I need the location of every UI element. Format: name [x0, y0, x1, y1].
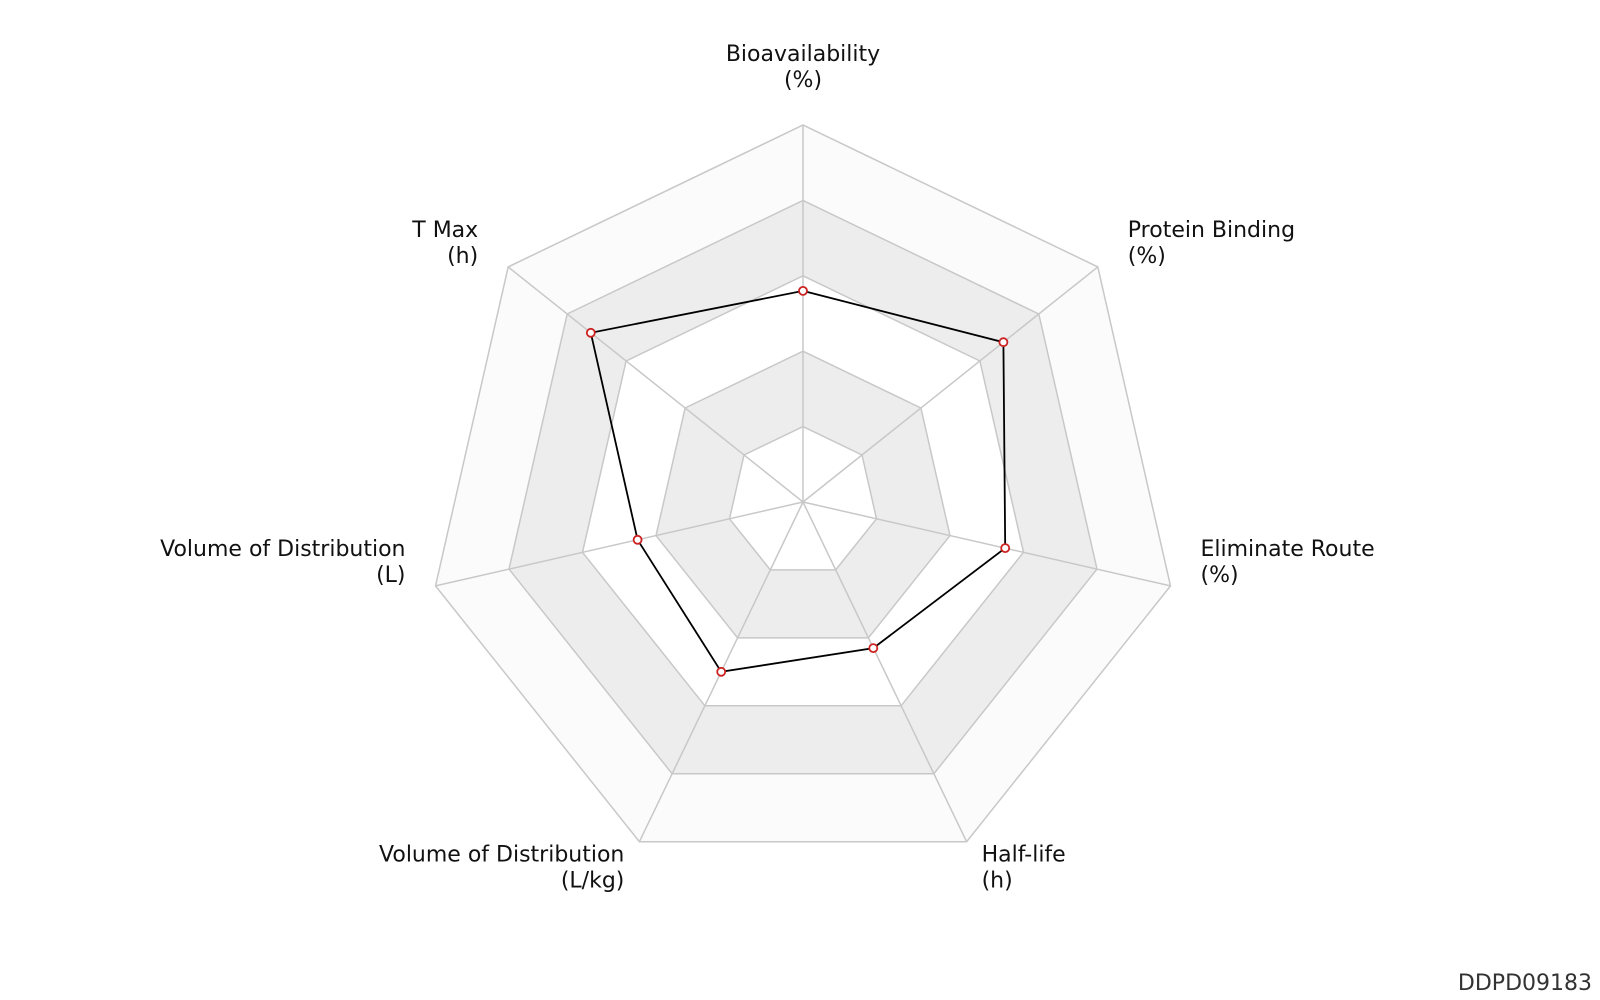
axis-spoke-2: [802, 501, 1171, 587]
axis-unit-2: (%): [1201, 563, 1239, 588]
axis-unit-4: (L/kg): [561, 869, 625, 894]
axis-label-4: Volume of Distribution: [379, 843, 624, 868]
axis-unit-6: (h): [447, 244, 478, 269]
axis-spoke-1: [802, 266, 1099, 503]
series-outline: [589, 289, 1007, 673]
data-point-5: [632, 534, 643, 545]
series-layer: [585, 285, 1011, 677]
data-point-3: [868, 643, 879, 653]
axis-spokes: [435, 125, 1171, 843]
axis-unit-1: (%): [1128, 244, 1166, 269]
axis-label-6: T Max: [411, 218, 478, 243]
axis-labels: Bioavailability(%)Protein Binding(%)Elim…: [160, 42, 1374, 894]
data-point-1: [998, 337, 1009, 348]
axis-unit-5: (L): [376, 563, 405, 588]
axis-label-1: Protein Binding: [1128, 218, 1295, 243]
axis-label-2: Eliminate Route: [1201, 537, 1375, 562]
axis-spoke-6: [507, 266, 804, 503]
data-point-0: [798, 285, 808, 296]
axis-unit-3: (h): [982, 869, 1013, 894]
axis-unit-0: (%): [784, 68, 822, 93]
chart-id-label: DDPD09183: [1457, 971, 1592, 996]
data-point-2: [1000, 543, 1011, 553]
data-point-6: [585, 327, 596, 338]
axis-spoke-3: [802, 501, 968, 843]
axis-label-5: Volume of Distribution: [160, 537, 405, 562]
axis-label-0: Bioavailability: [726, 42, 880, 67]
axis-label-3: Half-life: [982, 843, 1066, 868]
data-point-4: [716, 666, 727, 677]
axis-spoke-5: [435, 501, 804, 587]
